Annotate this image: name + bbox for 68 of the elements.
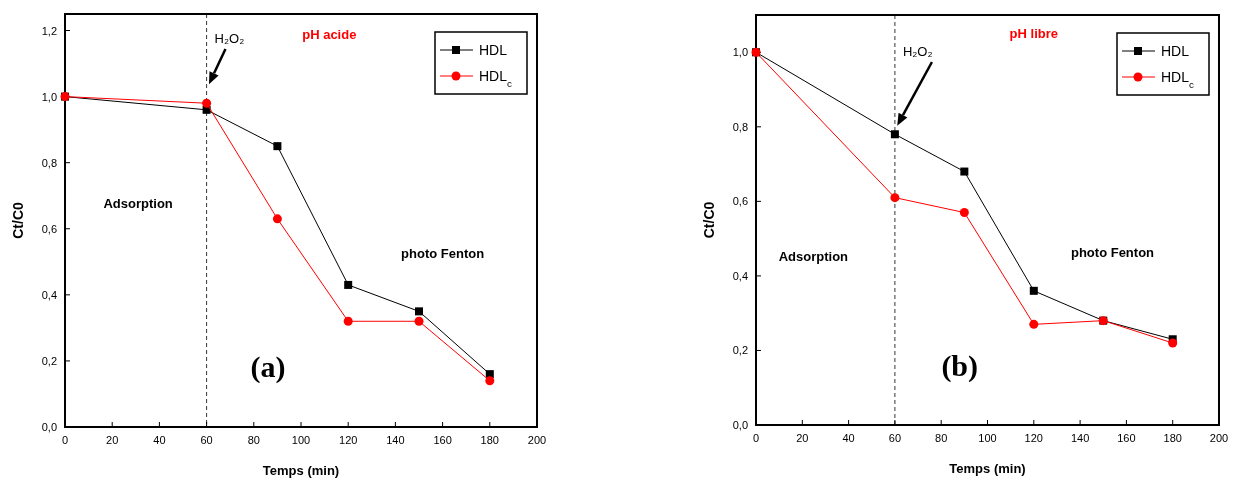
y-tick-label: 0,2 [41,354,57,367]
point [272,214,282,224]
x-tick-label: 60 [888,432,902,444]
y-tick-label: 1,2 [41,24,57,37]
x-tick-label: 0 [752,432,760,444]
point [960,167,969,176]
annotation: pH acide [302,26,357,42]
y-tick-label: 0,6 [41,222,57,235]
point [414,316,424,326]
x-tick-label: 140 [1070,432,1090,444]
x-tick-label: 100 [291,434,311,446]
x-tick-label: 80 [247,434,260,446]
y-axis-title: Ct/C0 [701,201,717,239]
x-axis-title: Temps (min) [262,463,340,478]
x-tick-label: 140 [386,434,405,446]
x-tick-label: 160 [433,434,452,446]
x-tick-label: 40 [153,434,166,446]
ref-line-label: H₂O₂ [214,30,245,46]
point [202,98,212,108]
x-tick-label: 20 [796,432,809,444]
x-tick-label: 120 [339,434,358,446]
annotation: Adsorption [103,196,173,212]
x-axis-title: Temps (min) [949,461,1026,476]
legend-label: HDL [479,42,508,58]
x-tick-label: 180 [480,434,499,446]
point [485,376,495,386]
y-tick-label: 1,0 [732,46,748,59]
x-tick-label: 60 [200,434,213,446]
point [1168,338,1178,348]
y-tick-label: 0,8 [732,120,748,133]
legend-label: HDL$_{c}$ [479,68,513,89]
point [959,208,969,218]
y-tick-label: 0,8 [41,156,57,169]
x-tick-label: 0 [61,434,69,446]
annotation: (a) [250,350,286,385]
y-tick-label: 0,0 [41,421,57,433]
annotation: Adsorption [778,249,849,264]
legend-label: HDL$_{c}$ [1161,69,1195,90]
x-tick-label: 200 [1209,432,1229,444]
point [343,316,353,326]
x-tick-label: 120 [1024,432,1043,444]
x-tick-label: 180 [1163,432,1182,444]
annotation: pH libre [1009,26,1058,42]
x-tick-label: 80 [935,432,948,444]
x-tick-label: 40 [842,432,855,444]
point [1029,286,1038,295]
y-tick-label: 0,4 [732,269,748,282]
x-tick-label: 200 [527,434,547,446]
ref-line-label: H₂O₂ [902,44,933,59]
x-tick-label: 100 [978,432,997,444]
y-axis-title: Ct/C0 [10,202,26,239]
annotation: photo Fenton [1070,244,1155,260]
point [890,130,899,139]
point [273,142,282,151]
y-tick-label: 1,0 [41,90,57,103]
x-tick-label: 160 [1117,432,1136,444]
y-tick-label: 0,6 [732,195,748,208]
annotation: (b) [941,348,979,383]
legend-label: HDL [1161,43,1190,59]
y-tick-label: 0,0 [732,419,748,431]
annotation: photo Fenton [401,245,485,261]
y-tick-label: 0,4 [41,288,57,301]
point [415,307,423,316]
point [1029,319,1039,329]
point [344,280,353,289]
point [890,193,900,203]
y-tick-label: 0,2 [732,344,748,357]
x-tick-label: 20 [106,434,119,446]
